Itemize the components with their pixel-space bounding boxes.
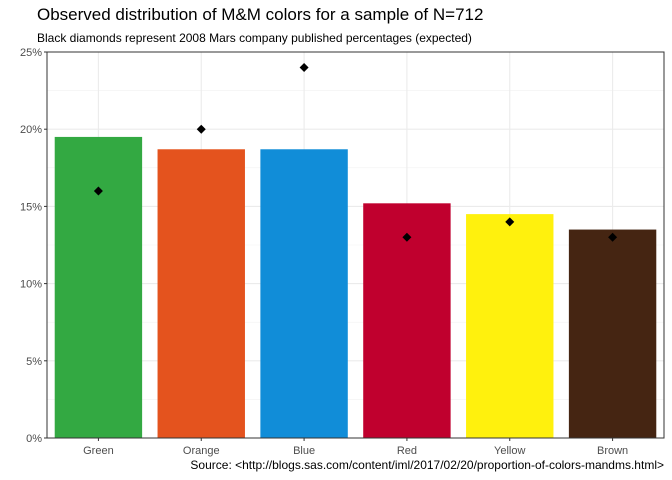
expected-marker-brown	[608, 232, 618, 242]
y-tick-label: 0%	[26, 433, 42, 445]
bar-orange	[157, 149, 245, 438]
expected-marker-blue	[299, 62, 309, 72]
y-tick-label: 20%	[20, 124, 42, 136]
expected-markers	[93, 62, 618, 242]
bar-blue	[260, 149, 348, 438]
expected-marker-red	[402, 232, 412, 242]
chart-caption: Source: <http://blogs.sas.com/content/im…	[190, 458, 664, 472]
y-tick-label: 25%	[20, 47, 42, 59]
y-tick-label: 10%	[20, 279, 42, 291]
expected-marker-green	[93, 186, 103, 196]
chart-subtitle: Black diamonds represent 2008 Mars compa…	[37, 31, 472, 45]
x-tick-label-red: Red	[397, 445, 417, 457]
chart-title: Observed distribution of M&M colors for …	[37, 5, 484, 24]
bar-yellow	[466, 214, 554, 438]
bars	[54, 136, 657, 439]
x-tick-label-yellow: Yellow	[494, 445, 525, 457]
x-tick-label-brown: Brown	[597, 445, 628, 457]
axes: 0% 5% 10% 15% 20% 25% Green Orange Blue Red Yellow…	[20, 47, 628, 457]
bar-green	[54, 136, 143, 439]
bar-brown	[568, 229, 657, 438]
x-tick-label-blue: Blue	[293, 445, 315, 457]
panel-border	[46, 51, 665, 439]
y-tick-label: 5%	[26, 356, 42, 368]
expected-marker-yellow	[505, 217, 515, 227]
y-tick-label: 15%	[20, 201, 42, 213]
x-tick-label-orange: Orange	[183, 445, 220, 457]
bar-red	[363, 203, 451, 438]
x-tick-label-green: Green	[83, 445, 114, 457]
expected-marker-orange	[196, 124, 206, 134]
